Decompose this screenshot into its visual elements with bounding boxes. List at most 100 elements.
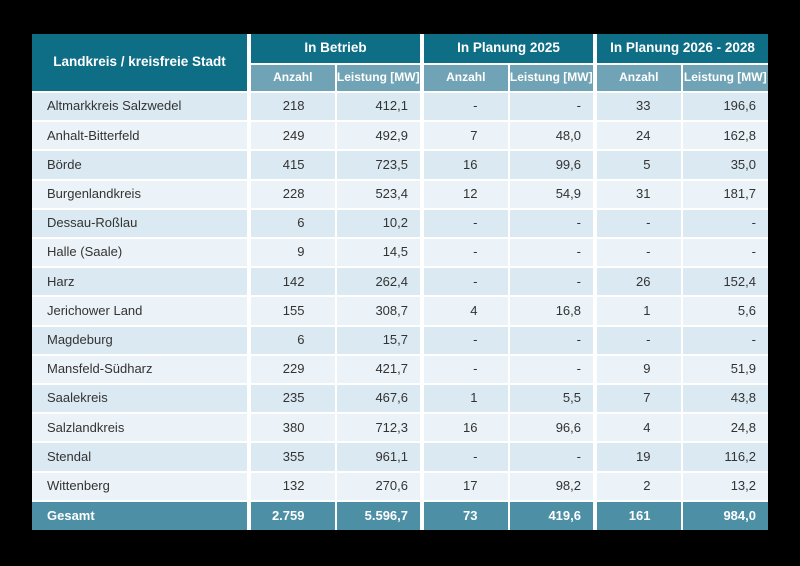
planung2025-leistung-cell: -	[507, 208, 595, 240]
table-row: Börde 415 723,5 16 99,6 5 35,0	[32, 150, 768, 181]
table-row: Magdeburg 6 15,7- - - -	[32, 325, 768, 356]
planung2025-leistung-cell: 99,6	[507, 150, 595, 181]
subheader-leistung: Leistung [MW]	[680, 64, 768, 93]
planung2025-anzahl-cell: -	[420, 325, 509, 356]
betrieb-anzahl-cell: 218	[247, 92, 336, 123]
planung2026-anzahl-cell: -	[593, 208, 682, 240]
district-name-cell: Halle (Saale)	[32, 238, 249, 269]
betrieb-leistung-cell: 14,5	[334, 238, 422, 269]
planung2025-leistung-cell: -	[507, 442, 595, 473]
table-row: Halle (Saale) 9 14,5- - - -	[32, 238, 768, 269]
planung2025-leistung-cell: -	[507, 325, 595, 356]
planung2026-anzahl-cell: 26	[593, 267, 682, 298]
district-name-cell: Salzlandkreis	[32, 413, 249, 444]
betrieb-anzahl-cell: 142	[247, 267, 336, 298]
planung2026-leistung-cell: 43,8	[680, 384, 768, 415]
betrieb-leistung-cell: 270,6	[334, 471, 422, 503]
planung2026-leistung-cell: 116,2	[680, 442, 768, 473]
planung2025-anzahl-cell: 12	[420, 179, 509, 210]
planung2026-anzahl-cell: 4	[593, 413, 682, 444]
betrieb-anzahl-cell: 228	[247, 179, 336, 210]
betrieb-leistung-cell: 712,3	[334, 413, 422, 444]
planung2026-anzahl-cell: -	[593, 325, 682, 356]
betrieb-anzahl-cell: 9	[247, 238, 336, 269]
betrieb-leistung-cell: 262,4	[334, 267, 422, 298]
total-row: Gesamt 2.759 5.596,7 73 419,6 161 984,0	[32, 501, 768, 530]
betrieb-anzahl-cell: 249	[247, 121, 336, 152]
total-planung2026-anzahl-cell: 161	[593, 501, 682, 530]
betrieb-leistung-cell: 961,1	[334, 442, 422, 473]
planung2025-leistung-cell: 96,6	[507, 413, 595, 444]
subheader-row: Anzahl Leistung [MW] Anzahl Leistung [MW…	[32, 64, 768, 93]
table-body: Altmarkkreis Salzwedel 218 412,1- -33 196,6 A…	[32, 92, 768, 503]
planung2026-anzahl-cell: 1	[593, 296, 682, 327]
subheader-anzahl: Anzahl	[420, 64, 509, 93]
subheader-anzahl: Anzahl	[593, 64, 682, 93]
betrieb-anzahl-cell: 155	[247, 296, 336, 327]
table-row: Wittenberg 132 270,6 17 98,2 2 13,2	[32, 471, 768, 503]
betrieb-leistung-cell: 15,7	[334, 325, 422, 356]
planung2026-leistung-cell: 13,2	[680, 471, 768, 503]
table-container: Landkreis / kreisfreie Stadt In Betrieb …	[32, 34, 768, 530]
planung2026-leistung-cell: 35,0	[680, 150, 768, 181]
group-header-in-planung-2025: In Planung 2025	[420, 34, 595, 65]
table-row: Dessau-Roßlau 6 10,2- - - -	[32, 208, 768, 240]
total-planung2025-leistung-cell: 419,6	[507, 501, 595, 530]
planung2026-leistung-cell: -	[680, 208, 768, 240]
betrieb-anzahl-cell: 6	[247, 325, 336, 356]
betrieb-leistung-cell: 723,5	[334, 150, 422, 181]
planung2026-leistung-cell: 162,8	[680, 121, 768, 152]
planung2025-leistung-cell: 98,2	[507, 471, 595, 503]
table-row: Anhalt-Bitterfeld 249 492,9 7 48,0 24 162,8	[32, 121, 768, 152]
table-row: Mansfeld-Südharz 229 421,7- -9 51,9	[32, 354, 768, 386]
table-row: Altmarkkreis Salzwedel 218 412,1- -33 196,6	[32, 92, 768, 123]
district-name-cell: Burgenlandkreis	[32, 179, 249, 210]
planung2025-anzahl-cell: 4	[420, 296, 509, 327]
total-betrieb-leistung-cell: 5.596,7	[334, 501, 422, 530]
planung2025-leistung-cell: -	[507, 238, 595, 269]
planung2026-leistung-cell: -	[680, 325, 768, 356]
table-row: Stendal 355 961,1- -19 116,2	[32, 442, 768, 473]
district-name-cell: Magdeburg	[32, 325, 249, 356]
planung2025-anzahl-cell: -	[420, 92, 509, 123]
betrieb-leistung-cell: 523,4	[334, 179, 422, 210]
subheader-leistung: Leistung [MW]	[507, 64, 595, 93]
total-planung2026-leistung-cell: 984,0	[680, 501, 768, 530]
planung2025-leistung-cell: 16,8	[507, 296, 595, 327]
planung2026-leistung-cell: 152,4	[680, 267, 768, 298]
planung2025-leistung-cell: 48,0	[507, 121, 595, 152]
planung2026-anzahl-cell: 33	[593, 92, 682, 123]
group-header-row: Landkreis / kreisfreie Stadt In Betrieb …	[32, 34, 768, 93]
planung2025-anzahl-cell: 7	[420, 121, 509, 152]
planung2026-anzahl-cell: 5	[593, 150, 682, 181]
betrieb-leistung-cell: 492,9	[334, 121, 422, 152]
betrieb-anzahl-cell: 415	[247, 150, 336, 181]
total-label: Gesamt	[32, 501, 249, 530]
planung2025-leistung-cell: 54,9	[507, 179, 595, 210]
wind-power-table: Landkreis / kreisfreie Stadt In Betrieb …	[32, 34, 768, 530]
betrieb-anzahl-cell: 229	[247, 354, 336, 386]
planung2025-anzahl-cell: -	[420, 354, 509, 386]
planung2026-anzahl-cell: 9	[593, 354, 682, 386]
district-name-cell: Altmarkkreis Salzwedel	[32, 92, 249, 123]
planung2025-leistung-cell: 5,5	[507, 384, 595, 415]
subheader-leistung: Leistung [MW]	[334, 64, 422, 93]
district-name-cell: Harz	[32, 267, 249, 298]
planung2025-leistung-cell: -	[507, 354, 595, 386]
planung2026-anzahl-cell: -	[593, 238, 682, 269]
planung2026-anzahl-cell: 24	[593, 121, 682, 152]
planung2026-leistung-cell: 5,6	[680, 296, 768, 327]
district-name-cell: Jerichower Land	[32, 296, 249, 327]
total-betrieb-anzahl-cell: 2.759	[247, 501, 336, 530]
planung2025-leistung-cell: -	[507, 267, 595, 298]
district-name-cell: Anhalt-Bitterfeld	[32, 121, 249, 152]
group-header-in-betrieb: In Betrieb	[247, 34, 422, 65]
total-planung2025-anzahl-cell: 73	[420, 501, 509, 530]
betrieb-anzahl-cell: 132	[247, 471, 336, 503]
betrieb-leistung-cell: 412,1	[334, 92, 422, 123]
betrieb-anzahl-cell: 6	[247, 208, 336, 240]
planung2026-leistung-cell: 24,8	[680, 413, 768, 444]
betrieb-leistung-cell: 421,7	[334, 354, 422, 386]
table-footer: Gesamt 2.759 5.596,7 73 419,6 161 984,0	[32, 501, 768, 530]
